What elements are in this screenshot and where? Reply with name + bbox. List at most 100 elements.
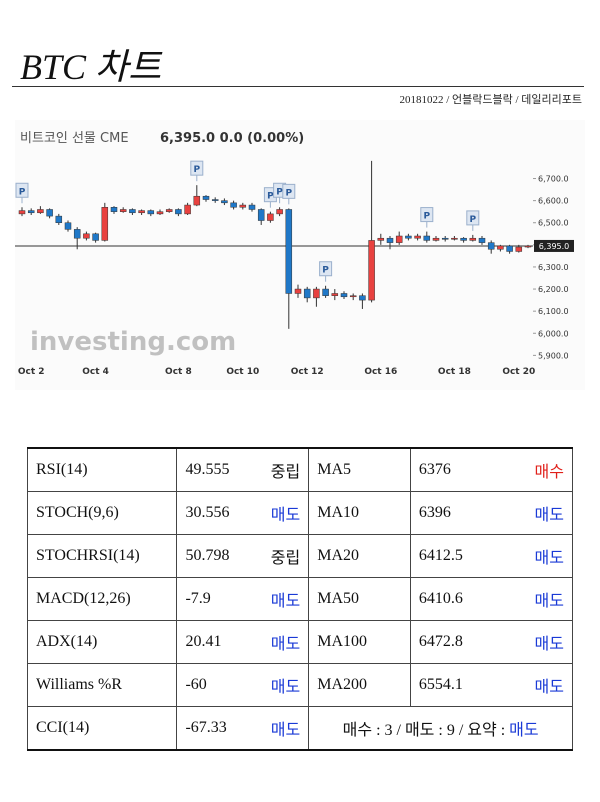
cell: STOCHRSI(14) [26, 534, 178, 578]
candle-body [506, 245, 513, 252]
flag-label: P [322, 266, 329, 276]
candle-body [294, 288, 302, 294]
candle-body [322, 288, 329, 296]
flag-label: P [285, 188, 292, 198]
candle-body [267, 213, 274, 221]
summary-verdict: 매도 [509, 722, 539, 739]
row: RSI(14) 49.555 중립 MA5 6376 매수 [26, 447, 574, 492]
candle-body [110, 207, 118, 212]
candle-body [230, 202, 237, 208]
x-tick-label: Oct 8 [165, 367, 192, 377]
cell: 49.555 [176, 447, 252, 492]
cell: CCI(14) [26, 706, 178, 751]
candle-body [101, 207, 109, 241]
y-tick-label: 6,100.0 [538, 307, 569, 316]
y-tick-label: 6,000.0 [538, 329, 569, 338]
candle-body [313, 288, 320, 299]
rule [12, 86, 584, 87]
candle-body [303, 288, 311, 299]
candle-body [257, 209, 265, 221]
candle-body [515, 246, 523, 252]
row: STOCH(9,6) 30.556 매도 MA10 6396 매도 [26, 491, 574, 535]
title: BTC 차트 [20, 47, 162, 87]
candle-body [83, 233, 90, 239]
chart: 비트코인 선물 CME 6,395.0 0.0 (0.00%) investin… [15, 120, 585, 390]
row: CCI(14) -67.33 매도 매수 : 3 / 매도 : 9 / 요약 : 매도 [26, 706, 573, 751]
y-tick-label: 6,600.0 [538, 197, 569, 206]
candle-body [18, 210, 26, 215]
y-tick-label: 6,700.0 [538, 175, 569, 184]
x-tick-label: Oct 20 [502, 367, 535, 377]
cell: MA200 [308, 663, 411, 707]
candle-body [248, 204, 256, 210]
cell: 중립 [251, 447, 310, 492]
y-tick-label: 6,200.0 [538, 285, 569, 294]
candle-body [469, 237, 477, 241]
cell: 중립 [251, 534, 310, 578]
x-tick-label: Oct 4 [82, 367, 109, 377]
cell: 50.798 [176, 534, 252, 578]
cell: 6410.6 [409, 577, 503, 621]
price-text: 6,395.0 0.0 (0.00%) [160, 131, 304, 146]
cell: MA10 [308, 491, 411, 535]
candle-body [221, 200, 228, 204]
candle-body [92, 233, 99, 241]
candle-body [46, 209, 53, 217]
cell: -7.9 [176, 577, 252, 621]
cell: MACD(12,26) [26, 577, 178, 621]
candle-body [432, 237, 440, 241]
candle-body [276, 209, 283, 215]
candle-body [138, 210, 145, 214]
candle-body [27, 210, 35, 214]
cell: 6554.1 [409, 663, 503, 707]
cell: 매수 : 3 / 매도 : 9 / 요약 : 매도 [308, 706, 573, 751]
candle-body [349, 295, 357, 298]
x-tick-label: Oct 18 [438, 367, 471, 377]
cell: ADX(14) [26, 620, 178, 664]
y-tick-label: 5,900.0 [538, 351, 569, 360]
x-tick-label: Oct 2 [18, 367, 45, 377]
cell: MA20 [308, 534, 411, 578]
y-tick-label: 6,500.0 [538, 219, 569, 228]
summary-text: 매수 : 3 / 매도 : 9 / 요약 : [342, 722, 510, 739]
candle-body [119, 209, 127, 212]
candle-body [239, 204, 247, 208]
watermark: investing.com [30, 327, 236, 357]
cell: RSI(14) [26, 447, 178, 492]
candle-body [165, 209, 173, 212]
candle-body [285, 209, 293, 294]
y-tick-label: 6,300.0 [538, 263, 569, 272]
chart-bg [15, 120, 585, 390]
flag-label: P [423, 212, 430, 222]
candle-body [331, 293, 339, 296]
byline: 20181022 / 언블락드블락 / 데일리리포트 [399, 94, 582, 106]
cell: STOCH(9,6) [26, 491, 178, 535]
candle-body [147, 210, 155, 215]
cell: 6396 [409, 491, 503, 535]
cell: 30.556 [176, 491, 252, 535]
last-price-label: 6,395.0 [539, 242, 570, 251]
candle-body [73, 229, 81, 239]
candle-body [524, 245, 532, 248]
flag-label: P [469, 215, 476, 225]
candle-body [184, 204, 191, 215]
row: Williams %R -60 매도 MA200 6554.1 매도 [26, 663, 574, 707]
cell: 매도 [251, 706, 310, 751]
candle-body [211, 199, 219, 201]
candle-body [64, 222, 72, 230]
candle-body [193, 195, 201, 206]
cell: 6376 [409, 447, 503, 492]
candle-body [478, 237, 486, 243]
cell: 6412.5 [409, 534, 503, 578]
flag-box [15, 182, 29, 198]
candle-body [368, 240, 375, 301]
cell: 매도 [502, 534, 574, 578]
cell: MA50 [308, 577, 411, 621]
x-tick-label: Oct 10 [226, 367, 259, 377]
cell: -60 [176, 663, 252, 707]
cell: -67.33 [176, 706, 252, 751]
candle-body [129, 209, 136, 214]
cell: 매도 [251, 491, 310, 535]
candle-body [414, 235, 421, 239]
candle-body [55, 215, 63, 223]
